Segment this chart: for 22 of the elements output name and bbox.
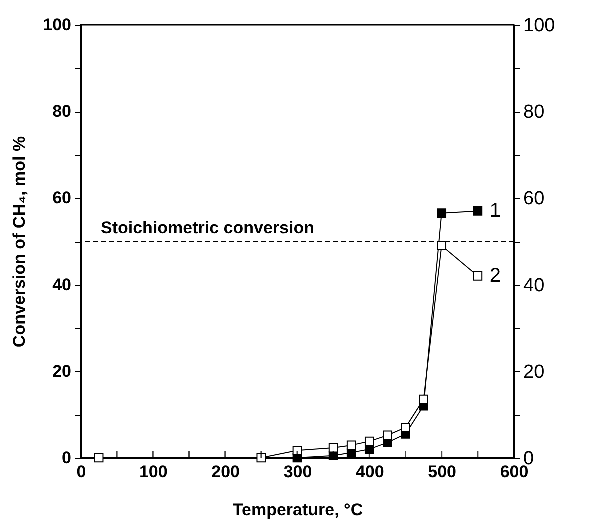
x-tick-label: 200 (212, 462, 240, 482)
x-tick-label: 100 (139, 462, 168, 482)
x-tick-label: 300 (284, 462, 312, 482)
x-axis-title: Temperature, °C (232, 500, 364, 520)
series-label: 2 (490, 265, 502, 288)
y-tick-label: 80 (52, 102, 72, 122)
y-tick-label: 0 (62, 448, 72, 468)
y-tick-label: 20 (52, 362, 72, 381)
y-tick-label: 60 (52, 188, 72, 208)
ref-line-label: Stoichiometric conversion (101, 218, 314, 238)
x-tick-label: 500 (428, 462, 457, 482)
y2-tick-label: 100 (524, 16, 556, 36)
x-tick-label: 400 (356, 462, 384, 482)
y2-tick-label: 60 (524, 188, 545, 210)
y-tick-label: 100 (43, 16, 72, 34)
y2-tick-label: 80 (524, 102, 545, 124)
y2-tick-label: 40 (524, 275, 545, 296)
y-tick-label: 40 (52, 275, 72, 294)
y-axis-title: Conversion of CH₄, mol % (10, 136, 30, 348)
series-label: 1 (490, 200, 502, 222)
x-tick-label: 0 (76, 462, 86, 482)
y2-tick-label: 20 (524, 362, 545, 383)
